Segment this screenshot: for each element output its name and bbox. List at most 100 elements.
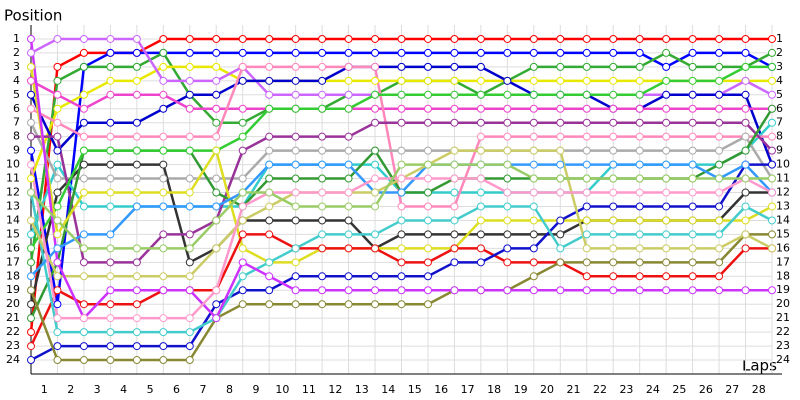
- point: [106, 244, 115, 253]
- point: [159, 160, 168, 169]
- point: [688, 188, 697, 197]
- point: [53, 34, 62, 43]
- point: [291, 132, 300, 141]
- point: [741, 244, 750, 253]
- x-tick-label: 22: [593, 383, 607, 396]
- point: [371, 34, 380, 43]
- y-tick-label: 11: [6, 172, 20, 185]
- point: [318, 244, 327, 253]
- y-tick-label-right: 3: [776, 60, 783, 73]
- point: [27, 286, 35, 295]
- point: [185, 244, 194, 253]
- x-tick-label: 4: [120, 383, 127, 396]
- point: [476, 90, 485, 99]
- point: [715, 244, 724, 253]
- point: [529, 188, 538, 197]
- point: [582, 34, 591, 43]
- point: [79, 132, 88, 141]
- point: [662, 90, 671, 99]
- point: [476, 202, 485, 211]
- point: [450, 62, 459, 71]
- point: [662, 62, 671, 71]
- point: [529, 118, 538, 127]
- point: [423, 104, 432, 113]
- point: [741, 174, 750, 183]
- point: [397, 216, 406, 225]
- y-tick-label: 7: [13, 116, 20, 129]
- point: [159, 104, 168, 113]
- point: [212, 48, 221, 57]
- point: [688, 104, 697, 113]
- y-tick-label-right: 14: [776, 213, 790, 226]
- point: [79, 160, 88, 169]
- point: [79, 174, 88, 183]
- point: [27, 146, 35, 155]
- point: [371, 286, 380, 295]
- point: [609, 258, 618, 267]
- point: [106, 258, 115, 267]
- point: [582, 188, 591, 197]
- x-tick-label: 27: [725, 383, 739, 396]
- point: [476, 216, 485, 225]
- point: [344, 174, 353, 183]
- point: [79, 230, 88, 239]
- point: [662, 202, 671, 211]
- point: [423, 160, 432, 169]
- point: [238, 244, 247, 253]
- x-tick-label: 13: [355, 383, 369, 396]
- point: [450, 160, 459, 169]
- point: [476, 286, 485, 295]
- point: [635, 216, 644, 225]
- point: [476, 230, 485, 239]
- point: [265, 34, 274, 43]
- y-tick-label: 4: [13, 74, 20, 87]
- y-tick-label-right: 18: [776, 269, 790, 282]
- point: [238, 272, 247, 281]
- point: [132, 34, 141, 43]
- point: [371, 188, 380, 197]
- point: [212, 174, 221, 183]
- point: [344, 244, 353, 253]
- point: [715, 76, 724, 85]
- point: [318, 48, 327, 57]
- point: [318, 34, 327, 43]
- point: [423, 188, 432, 197]
- point: [397, 48, 406, 57]
- point: [503, 160, 512, 169]
- point: [423, 272, 432, 281]
- x-tick-label: 28: [752, 383, 766, 396]
- point: [582, 146, 591, 155]
- x-tick-label: 16: [434, 383, 448, 396]
- point: [423, 62, 432, 71]
- point: [741, 188, 750, 197]
- point: [423, 90, 432, 99]
- point: [159, 146, 168, 155]
- point: [768, 104, 776, 113]
- point: [635, 258, 644, 267]
- point: [741, 160, 750, 169]
- point: [132, 258, 141, 267]
- y-tick-label: 14: [6, 213, 20, 226]
- point: [688, 118, 697, 127]
- point: [106, 272, 115, 281]
- point: [688, 272, 697, 281]
- point: [53, 356, 62, 365]
- point: [53, 258, 62, 267]
- point: [529, 244, 538, 253]
- point: [397, 62, 406, 71]
- point: [741, 202, 750, 211]
- point: [106, 300, 115, 309]
- point: [27, 132, 35, 141]
- point: [185, 356, 194, 365]
- point: [132, 48, 141, 57]
- point: [238, 132, 247, 141]
- point: [688, 258, 697, 267]
- point: [79, 314, 88, 323]
- x-tick-label: 23: [619, 383, 633, 396]
- point: [238, 202, 247, 211]
- point: [662, 104, 671, 113]
- point: [715, 62, 724, 71]
- point: [344, 48, 353, 57]
- point: [344, 300, 353, 309]
- y-tick-label-right: 4: [776, 74, 783, 87]
